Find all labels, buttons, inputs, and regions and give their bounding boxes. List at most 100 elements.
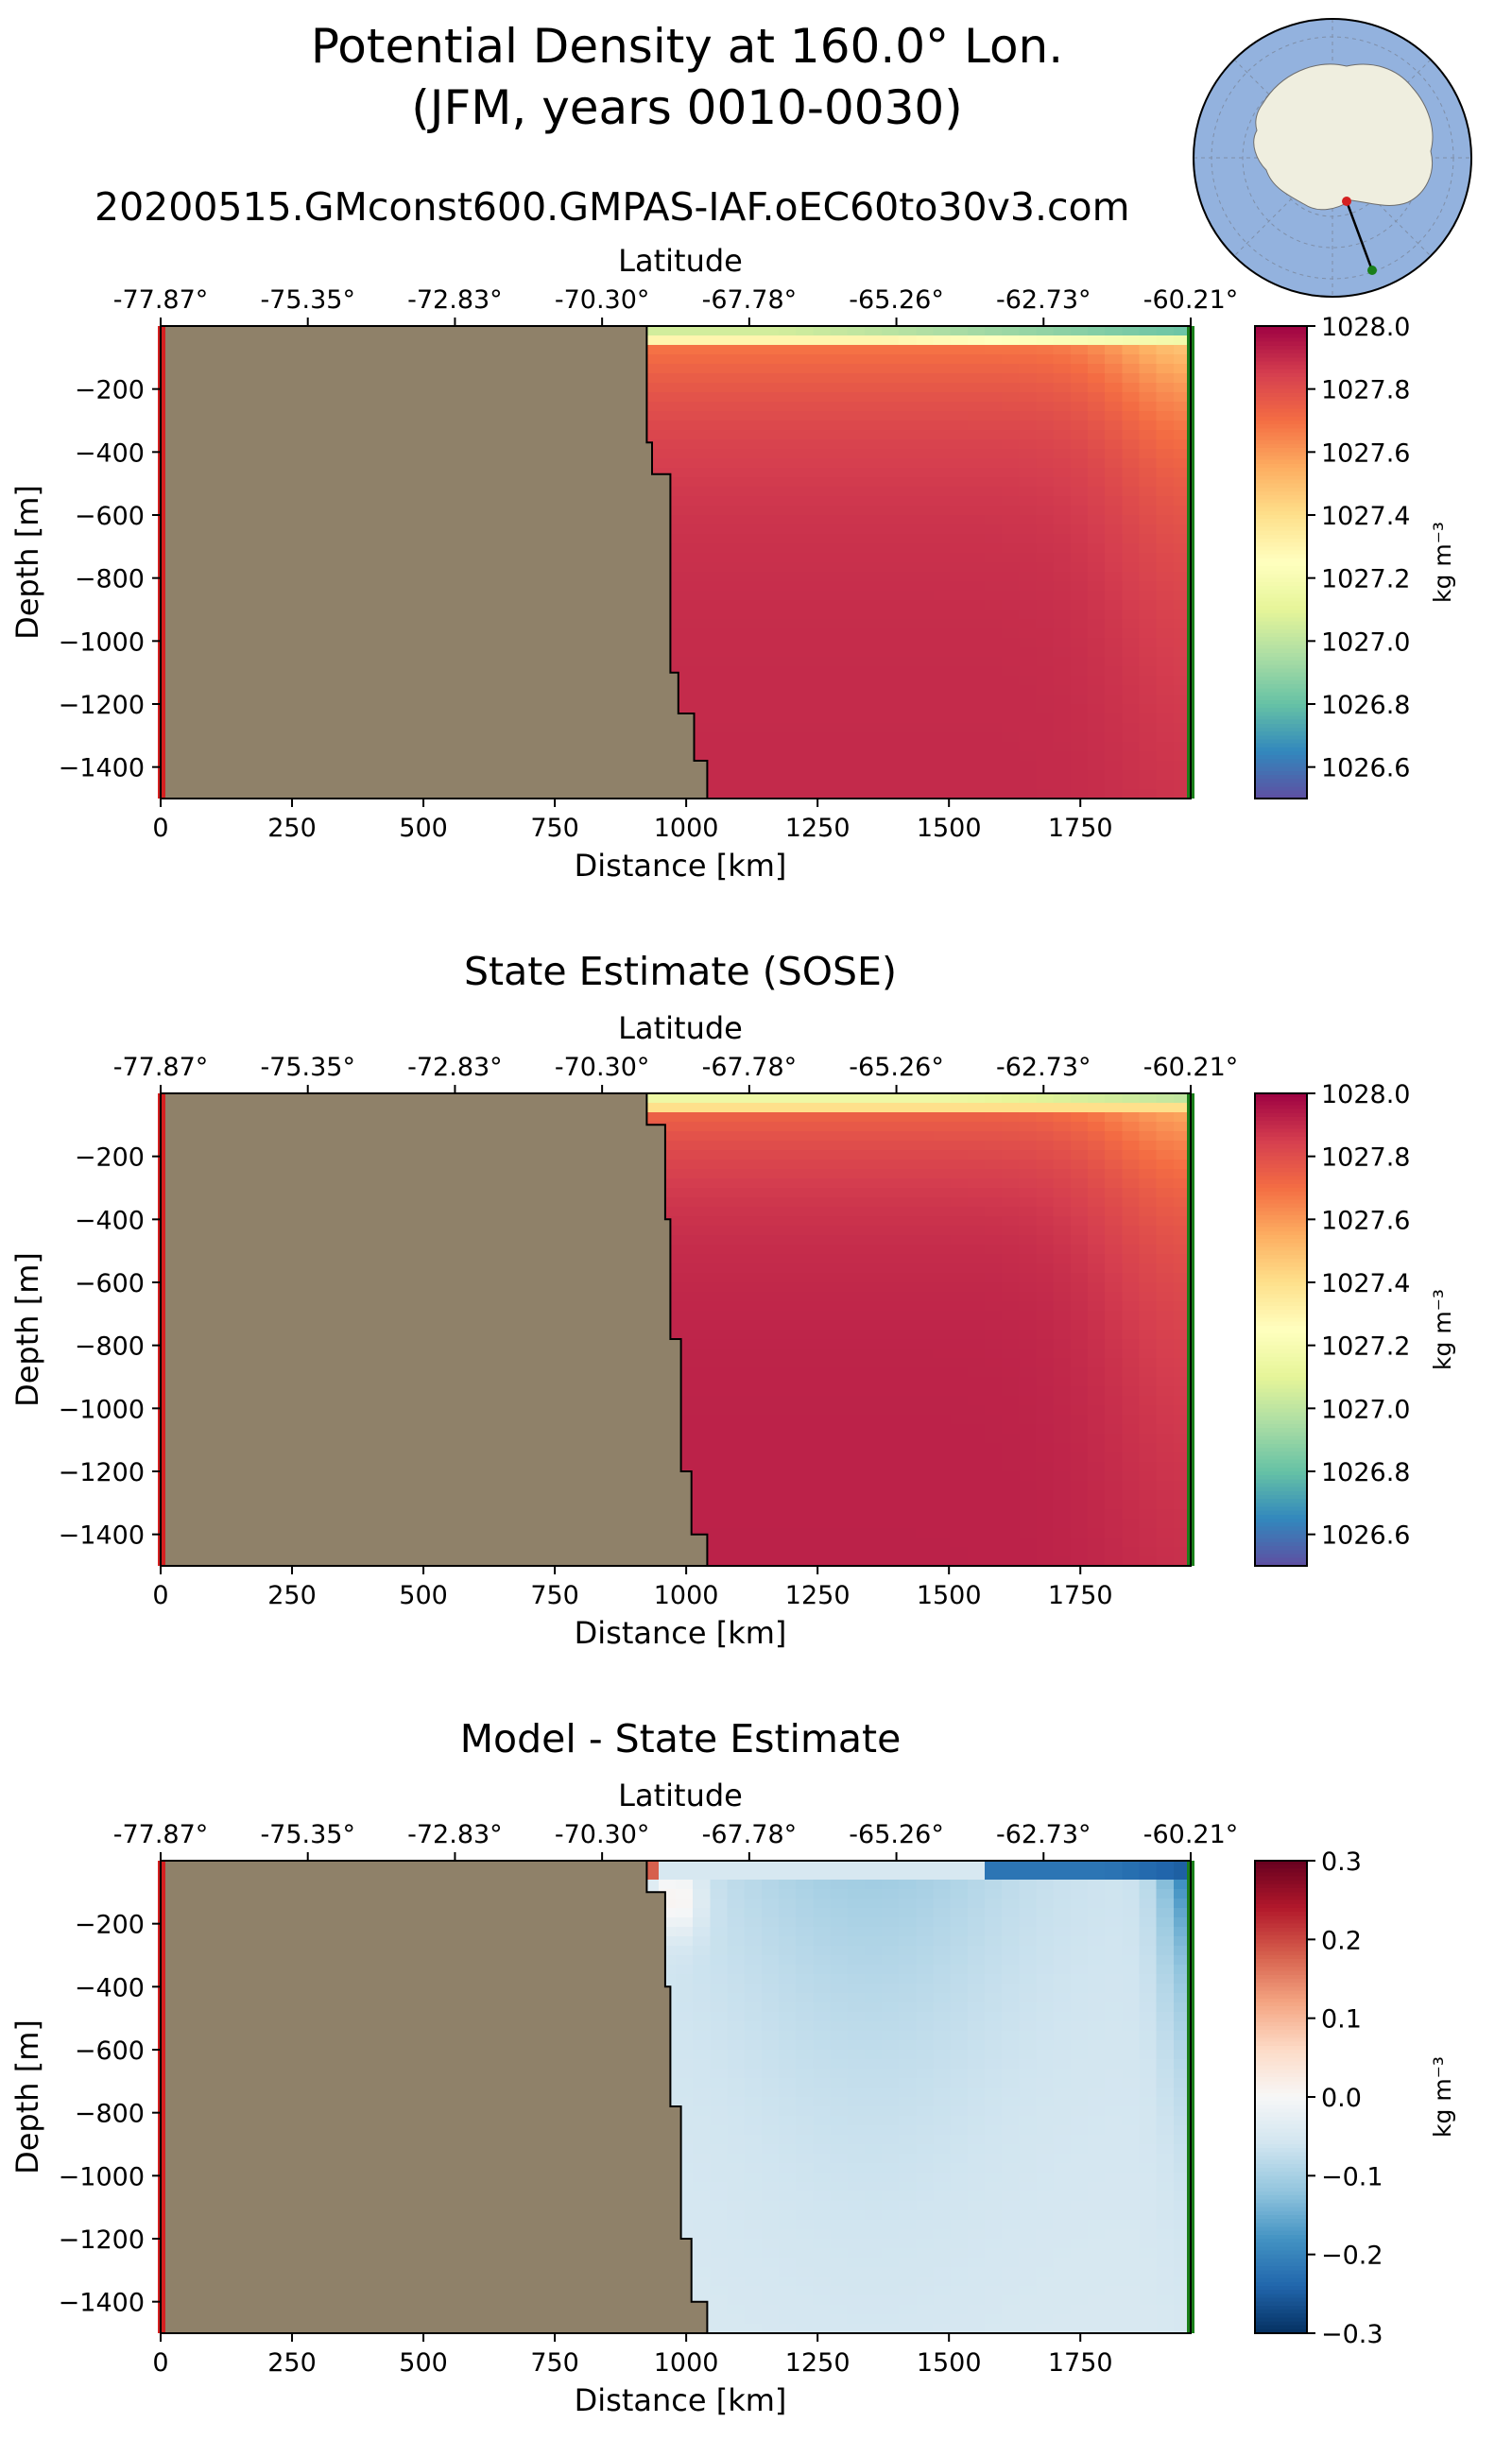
x-tick-label: 750 (530, 2348, 579, 2378)
colorbar-tick-label: 1027.6 (1321, 1206, 1410, 1235)
y-tick-label: −600 (75, 1269, 145, 1298)
colorbar-tick-label: 1027.6 (1321, 438, 1410, 468)
colorbar-tick-label: −0.2 (1321, 2242, 1383, 2271)
colorbar-label: kg m⁻³ (1429, 522, 1456, 603)
colorbar-tick-label: 0.3 (1321, 1847, 1362, 1877)
lat-tick-label: -60.21° (1143, 285, 1239, 315)
x-tick-label: 1250 (785, 1581, 850, 1610)
colorbar-label: kg m⁻³ (1429, 1289, 1456, 1370)
land-bathymetry (160, 1092, 709, 1567)
colorbar-tick-label: 1028.0 (1321, 1080, 1410, 1109)
panel-title: State Estimate (SOSE) (464, 949, 897, 994)
colorbar (1255, 1861, 1307, 2334)
lat-axis-label: Latitude (618, 1778, 743, 1813)
y-tick-label: −1200 (59, 2225, 145, 2255)
colorbar-tick-label: 1027.8 (1321, 1143, 1410, 1173)
panel-title: Model - State Estimate (460, 1716, 902, 1761)
colorbar-frame (1254, 325, 1308, 799)
lat-tick-label: -72.83° (407, 1820, 503, 1849)
y-tick-label: −800 (75, 2100, 145, 2129)
figure-title-line2: (JFM, years 0010-0030) (411, 80, 962, 135)
lat-tick-label: -72.83° (407, 1053, 503, 1082)
x-tick-label: 1750 (1048, 1581, 1113, 1610)
y-tick-label: −1200 (59, 1458, 145, 1487)
y-axis-label: Depth [m] (9, 1252, 45, 1407)
colorbar-frame (1254, 1092, 1308, 1567)
y-tick-label: −800 (75, 565, 145, 594)
y-tick-label: −1400 (59, 754, 145, 783)
lat-tick-label: -65.26° (849, 1053, 944, 1082)
x-axis-label: Distance [km] (575, 848, 787, 884)
panel-2: State Estimate (SOSE) 0 250 500 750 1000 1250 1… (9, 949, 1456, 1651)
x-tick-label: 1250 (785, 2348, 850, 2378)
x-tick-label: 1000 (654, 2348, 719, 2378)
map-transect-start-dot (1342, 197, 1351, 206)
lat-tick-label: -75.35° (260, 1053, 355, 1082)
figure-subtitle: 20200515.GMconst600.GMPAS-IAF.oEC60to30v… (94, 184, 1130, 230)
colorbar-tick-label: 1027.2 (1321, 1332, 1410, 1362)
map-frame (1193, 18, 1472, 298)
x-tick-label: 500 (399, 1581, 448, 1610)
y-tick-label: −200 (75, 1911, 145, 1940)
y-tick-label: −400 (75, 1973, 145, 2002)
y-tick-label: −600 (75, 2036, 145, 2066)
x-tick-label: 750 (530, 814, 579, 843)
lat-tick-label: -67.78° (702, 1820, 798, 1849)
colorbar-tick-label: 1027.4 (1321, 502, 1410, 531)
colorbar-tick-label: −0.3 (1321, 2320, 1383, 2349)
x-tick-label: 250 (267, 814, 317, 843)
lat-tick-label: -77.87° (113, 1053, 209, 1082)
colorbar-tick-label: 1026.6 (1321, 754, 1410, 783)
lat-tick-label: -60.21° (1143, 1820, 1239, 1849)
y-tick-label: −400 (75, 438, 145, 468)
y-axis-label: Depth [m] (9, 2019, 45, 2174)
lat-tick-label: -77.87° (113, 285, 209, 315)
x-tick-label: 1250 (785, 814, 850, 843)
x-tick-label: 750 (530, 1581, 579, 1610)
x-tick-label: 0 (152, 2348, 168, 2378)
figure-title-line1: Potential Density at 160.0° Lon. (311, 19, 1063, 74)
colorbar (1255, 326, 1307, 799)
map-transect-line (1345, 200, 1374, 271)
lat-tick-label: -65.26° (849, 285, 944, 315)
x-tick-label: 500 (399, 814, 448, 843)
x-tick-label: 1500 (917, 2348, 982, 2378)
y-tick-label: −200 (75, 376, 145, 405)
x-tick-label: 1000 (654, 1581, 719, 1610)
colorbar-tick-label: 1027.0 (1321, 627, 1410, 657)
x-tick-label: 1750 (1048, 2348, 1113, 2378)
x-tick-label: 500 (399, 2348, 448, 2378)
lat-tick-label: -62.73° (996, 285, 1091, 315)
lat-tick-label: -75.35° (260, 1820, 355, 1849)
map-transect-end-dot (1367, 266, 1377, 275)
y-tick-label: −800 (75, 1332, 145, 1362)
y-tick-label: −1400 (59, 1521, 145, 1551)
lat-tick-label: -70.30° (555, 1820, 650, 1849)
y-tick-label: −1400 (59, 2289, 145, 2318)
colorbar-tick-label: 1026.6 (1321, 1521, 1410, 1551)
lat-tick-label: -62.73° (996, 1820, 1091, 1849)
y-tick-label: −1000 (59, 2162, 145, 2191)
x-tick-label: 250 (267, 2348, 317, 2378)
y-tick-label: −1200 (59, 691, 145, 720)
y-tick-label: −600 (75, 502, 145, 531)
lat-axis-label: Latitude (618, 1010, 743, 1046)
x-tick-label: 0 (152, 814, 168, 843)
plot-frame (160, 1092, 1192, 1567)
antarctica-polar-map-icon (1193, 18, 1472, 298)
land-bathymetry (160, 325, 709, 799)
colorbar (1255, 1093, 1307, 1567)
colorbar-tick-label: 1027.8 (1321, 376, 1410, 405)
y-tick-label: −1000 (59, 1395, 145, 1424)
x-tick-label: 250 (267, 1581, 317, 1610)
colorbar-tick-label: 1027.0 (1321, 1395, 1410, 1424)
colorbar-label: kg m⁻³ (1429, 2056, 1456, 2138)
panel-3: Model - State Estimate 0 250 500 750 1000 1250… (9, 1716, 1456, 2418)
colorbar-tick-label: 0.1 (1321, 2005, 1362, 2035)
colorbar-tick-label: 0.0 (1321, 2084, 1362, 2113)
x-tick-label: 1000 (654, 814, 719, 843)
colorbar-tick-label: 0.2 (1321, 1926, 1362, 1955)
y-tick-label: −400 (75, 1206, 145, 1235)
y-axis-label: Depth [m] (9, 485, 45, 640)
